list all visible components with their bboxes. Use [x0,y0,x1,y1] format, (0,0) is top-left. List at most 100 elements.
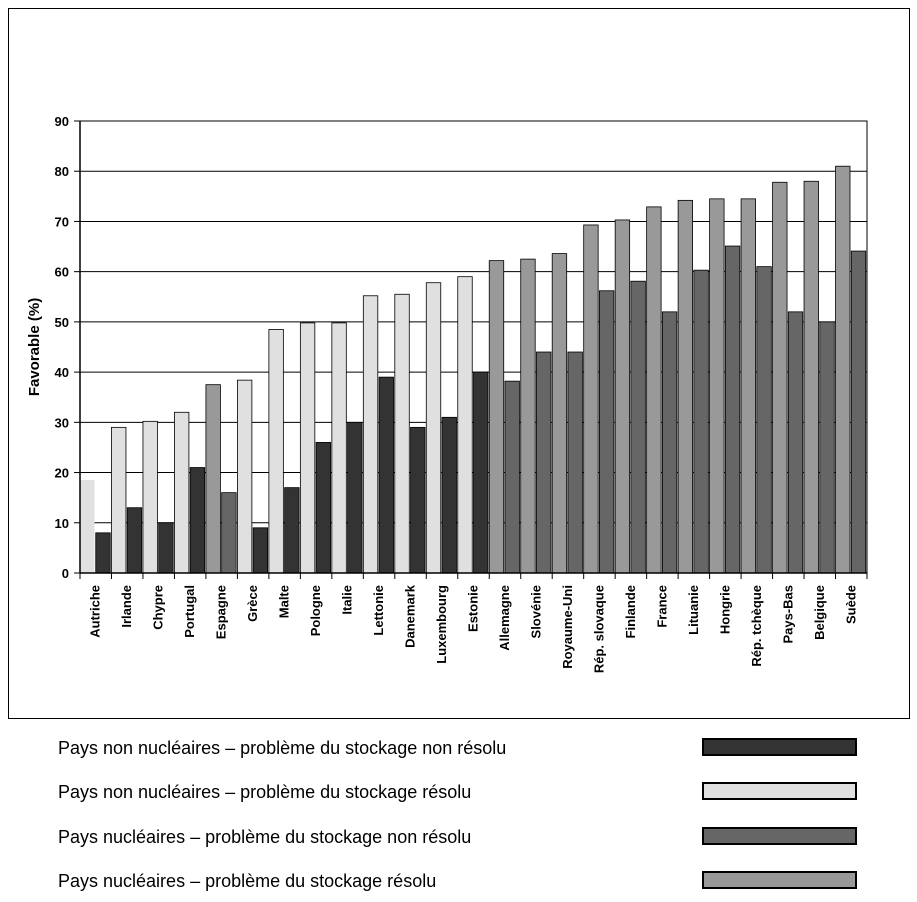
bar-resolved [174,411,190,574]
legend-swatch [702,738,857,756]
legend-item-nuclear-resolved: Pays nucléaires – problème du stockage r… [58,867,898,897]
bar-resolved [299,322,316,574]
y-tick-label: 70 [55,214,69,229]
x-tick-label: France [654,585,669,628]
x-tick-label: Estonie [466,585,481,632]
bar-unresolved [536,351,552,574]
bar-resolved [772,181,788,574]
bar-unresolved [850,250,867,574]
y-axis-ticks: 0 10 20 30 40 50 60 70 80 90 [55,114,80,581]
x-tick-label: Pays-Bas [780,585,795,644]
bar-unresolved [126,507,143,574]
x-tick-label: Autriche [88,585,103,638]
bar-unresolved [724,245,741,574]
legend-swatch [702,782,857,800]
x-tick-label: Luxembourg [434,585,449,664]
x-tick-label: Lettonie [371,585,386,636]
legend-swatch [702,827,857,845]
bar-unresolved [347,421,363,574]
x-tick-label: Rép. tchèque [749,585,764,667]
x-tick-label: Hongrie [717,585,732,634]
x-tick-label: Grèce [245,585,260,622]
x-tick-label: Royaume-Uni [560,585,575,669]
bar-resolved [236,379,253,574]
bar-resolved [142,420,158,574]
y-axis-label: Favorable (%) [26,298,43,396]
legend-item-nuclear-unresolved: Pays nucléaires – problème du stockage n… [58,823,898,853]
bar-resolved [205,384,221,574]
bar-unresolved [158,522,174,574]
bar-resolved [394,293,410,574]
bar-resolved [646,206,662,574]
x-tick-label: Finlande [623,585,638,638]
x-tick-label: Espagne [214,585,229,639]
x-axis-ticks: Autriche Irlande Chypre Portugal Espagne Grèc… [79,573,868,673]
legend-item-non-nuclear-unresolved: Pays non nucléaires – problème du stocka… [58,734,898,764]
legend-label: Pays non nucléaires – problème du stocka… [58,738,507,758]
bar-resolved [488,260,505,574]
bar-unresolved [630,280,646,574]
y-tick-label: 40 [55,365,69,380]
x-tick-label: Suède [843,585,858,624]
bar-unresolved [410,426,426,574]
bar-resolved [551,253,568,574]
legend-label: Pays nucléaires – problème du stockage n… [58,827,472,847]
bar-resolved [803,180,819,574]
bar-resolved [268,329,284,574]
bar-unresolved [504,380,520,574]
bar-unresolved [756,266,772,574]
y-tick-label: 10 [55,516,69,531]
y-tick-label: 30 [55,415,69,430]
x-tick-label: Allemagne [497,585,512,651]
y-tick-label: 90 [55,114,69,129]
x-tick-label: Danemark [403,584,418,648]
bar-unresolved [661,311,678,574]
y-tick-label: 80 [55,164,69,179]
bar-resolved [677,199,694,574]
bar-unresolved [189,467,206,574]
legend-item-non-nuclear-resolved: Pays non nucléaires – problème du stocka… [58,778,898,808]
bars [80,165,867,574]
bar-unresolved [473,371,489,574]
bar-resolved [614,219,631,574]
bar-unresolved [441,416,457,574]
legend-label: Pays non nucléaires – problème du stocka… [58,782,472,802]
bar-unresolved [221,492,237,574]
bar-unresolved [787,311,804,574]
bar-resolved [80,480,95,573]
x-tick-label: Chypre [151,585,166,630]
bar-resolved [425,282,442,574]
y-tick-label: 20 [55,466,69,481]
bar-unresolved [567,351,583,574]
bar-unresolved [819,321,835,574]
bar-resolved [520,258,536,574]
x-tick-label: Belgique [812,585,827,640]
x-tick-label: Lituanie [686,585,701,635]
bar-unresolved [315,442,331,574]
x-tick-label: Irlande [119,585,134,628]
bar-unresolved [284,487,300,574]
bar-unresolved [95,532,111,574]
bar-resolved [457,276,473,574]
bar-chart: 0 10 20 30 40 50 60 70 80 90 Autriche Irlande Chypr… [26,114,868,673]
x-tick-label: Rép. slovaque [591,585,606,673]
bar-unresolved [378,376,394,574]
x-tick-label: Italie [340,585,355,615]
y-tick-label: 50 [55,315,69,330]
bar-unresolved [693,269,709,574]
bar-resolved [835,165,851,574]
legend-label: Pays nucléaires – problème du stockage r… [58,871,437,891]
y-tick-label: 0 [62,566,69,581]
bar-unresolved [599,290,615,574]
bar-unresolved [252,527,269,574]
bar-resolved [740,198,756,574]
chart-frame: 0 10 20 30 40 50 60 70 80 90 Autriche Irlande Chypr… [8,8,910,719]
y-tick-label: 60 [55,265,69,280]
bar-resolved [583,224,599,574]
x-tick-label: Malte [277,585,292,618]
bar-resolved [709,198,725,574]
bar-resolved [331,322,347,574]
x-tick-label: Pologne [308,585,323,636]
legend-swatch [702,871,857,889]
x-tick-label: Slovénie [528,585,543,638]
